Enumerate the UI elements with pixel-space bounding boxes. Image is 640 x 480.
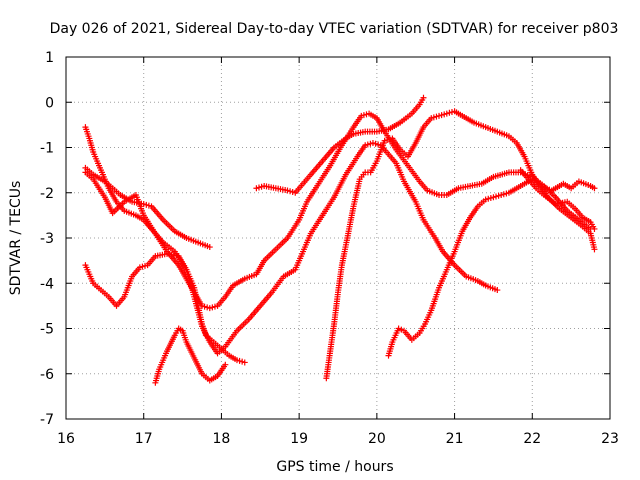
x-tick-label: 18 xyxy=(213,431,231,447)
series-track-4 xyxy=(82,139,501,357)
data-point xyxy=(591,225,598,232)
data-point xyxy=(494,287,501,294)
data-point xyxy=(398,326,405,333)
y-tick-label: -4 xyxy=(40,276,54,292)
data-point xyxy=(206,244,213,251)
axes xyxy=(65,56,611,420)
chart-title: Day 026 of 2021, Sidereal Day-to-day VTE… xyxy=(50,21,619,37)
data-point xyxy=(395,325,402,332)
x-tick-label: 19 xyxy=(290,431,308,447)
y-tick-label: 0 xyxy=(45,95,54,111)
y-tick-label: -3 xyxy=(40,231,54,247)
data-point xyxy=(591,246,598,253)
plot-frame xyxy=(65,56,611,420)
y-tick-label: -5 xyxy=(40,322,54,338)
series-track-5 xyxy=(253,94,427,196)
series-track-9 xyxy=(517,167,598,232)
x-tick-label: 17 xyxy=(135,431,153,447)
data-point xyxy=(222,361,229,368)
x-tick-label: 23 xyxy=(601,431,619,447)
grid xyxy=(66,57,610,419)
data-series xyxy=(82,94,598,386)
x-tick-label: 20 xyxy=(368,431,386,447)
x-axis-label: GPS time / hours xyxy=(276,459,393,475)
data-point xyxy=(420,94,427,101)
y-tick-label: 1 xyxy=(45,50,54,66)
series-track-2 xyxy=(82,164,213,251)
data-point xyxy=(241,359,248,366)
tick-labels: 16 17 18 19 20 21 22 23 -7 -6 -5 -4 -3 -2 -1 0 1 xyxy=(40,50,619,447)
x-tick-label: 16 xyxy=(57,431,75,447)
series-track-7 xyxy=(152,325,229,386)
x-tick-label: 21 xyxy=(446,431,464,447)
x-tick-label: 22 xyxy=(523,431,541,447)
series-track-8 xyxy=(385,176,598,359)
y-tick-label: -1 xyxy=(40,141,54,157)
y-tick-label: -2 xyxy=(40,186,54,202)
y-axis-label: SDTVAR / TECUs xyxy=(8,181,24,296)
series-track-6 xyxy=(323,108,598,382)
y-tick-label: -6 xyxy=(40,367,54,383)
y-tick-label: -7 xyxy=(40,412,54,428)
data-point xyxy=(591,185,598,192)
